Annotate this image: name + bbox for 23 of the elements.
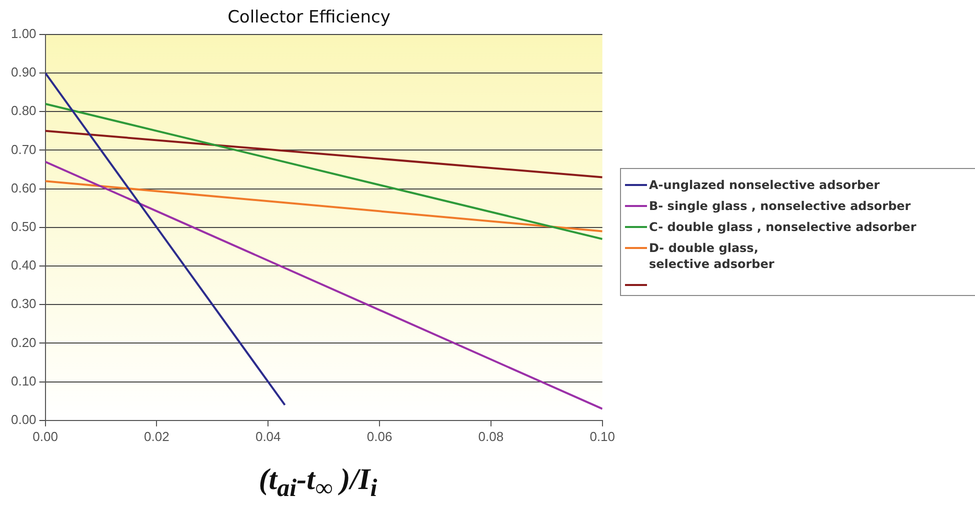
y-tick-label: 0.20 [10,334,36,350]
legend-label: D- double glass, selective adsorber [649,240,774,272]
x-tick-label: 0.10 [590,428,616,444]
legend-label: B- single glass , nonselective adsorber [649,198,911,214]
y-tick-label: 0.00 [10,412,36,427]
y-tick-label: 1.00 [10,26,36,41]
x-axis-title: (t$_{ai}$-t$_{∞}$ )/I$_{i}$ [258,463,378,503]
y-tick-label: 0.90 [10,64,36,80]
y-tick-label: 0.50 [10,218,36,234]
legend-label: C- double glass , nonselective adsorber [649,219,916,235]
y-tick-label: 0.30 [10,296,36,312]
legend-label: A-unglazed nonselective adsorber [649,177,880,193]
chart-title: Collector Efficiency [228,8,390,28]
y-tick-label: 0.60 [10,180,36,196]
x-tick-label: 0.08 [478,428,504,444]
x-tick-label: 0.00 [32,428,58,444]
x-tick-label: 0.04 [255,428,281,444]
x-tick-label: 0.02 [144,428,170,444]
y-tick-label: 0.70 [10,142,36,157]
y-tick-label: 0.10 [10,373,36,388]
y-tick-label: 0.80 [10,103,36,118]
y-tick-label: 0.40 [10,258,36,273]
x-tick-label: 0.06 [366,428,392,444]
